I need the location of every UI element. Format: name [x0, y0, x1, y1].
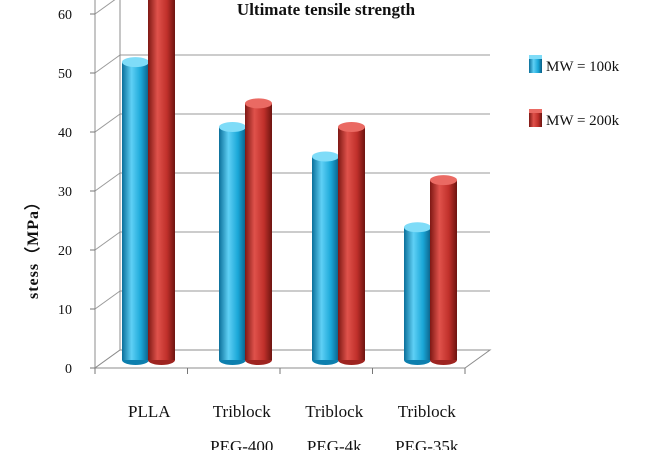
y-tick-label: 0 — [65, 362, 72, 377]
gridline-side — [94, 172, 121, 192]
bar-top — [219, 122, 246, 132]
legend-swatch-top — [529, 109, 542, 113]
bars — [122, 0, 457, 365]
category-label: Triblock — [398, 402, 456, 421]
category-label: Triblock — [213, 402, 271, 421]
y-tick-label: 50 — [58, 67, 72, 82]
bar-body — [404, 227, 431, 360]
legend-item: MW = 100k — [529, 55, 620, 75]
y-tick-labels: 010203040506070 — [58, 8, 72, 377]
bar-top — [430, 175, 457, 186]
gridline-side — [94, 0, 116, 15]
category-label: PEG-35k — [395, 437, 459, 450]
bar-top — [312, 151, 339, 162]
y-tick-label: 60 — [58, 8, 72, 23]
chart-title: Ultimate tensile strength — [237, 0, 416, 19]
bar-body — [245, 103, 272, 361]
legend-item: MW = 200k — [529, 109, 620, 129]
category-label: PEG-400 — [210, 437, 273, 450]
category-label: Triblock — [305, 402, 363, 421]
y-tick-label: 20 — [58, 244, 72, 259]
bar-body — [219, 127, 246, 360]
gridline-side — [94, 113, 121, 133]
bar-top — [404, 222, 431, 233]
bar-top — [338, 122, 365, 132]
bar-top — [122, 57, 149, 68]
bar-body — [430, 180, 457, 360]
legend-swatch-top — [529, 55, 542, 59]
gridline-side — [94, 54, 121, 74]
bar — [148, 0, 175, 365]
legend-label: MW = 100k — [546, 59, 620, 75]
bar — [430, 175, 457, 365]
bar — [338, 122, 365, 365]
bar — [245, 98, 272, 365]
bar-top — [245, 98, 272, 109]
bar — [219, 122, 246, 365]
gridline-side — [94, 290, 121, 310]
bar-body — [148, 0, 175, 361]
y-tick-label: 30 — [58, 185, 72, 200]
bar — [312, 151, 339, 365]
bar — [404, 222, 431, 365]
bar-body — [122, 62, 149, 360]
legend-swatch — [529, 111, 542, 127]
bar-body — [312, 156, 339, 360]
y-tick-label: 10 — [58, 303, 72, 318]
category-label: PLLA — [128, 402, 171, 421]
legend-label: MW = 200k — [546, 113, 620, 129]
legend-swatch — [529, 57, 542, 73]
category-labels: PLLA Triblock PEG-400 Triblock PEG-4k Tribloc… — [128, 402, 459, 450]
gridline-side — [94, 231, 121, 251]
bar — [122, 57, 149, 365]
legend: MW = 100k MW = 200k — [529, 55, 620, 129]
floor — [93, 349, 492, 369]
y-tick-label: 40 — [58, 126, 72, 141]
gridlines — [94, 0, 490, 369]
bar-body — [338, 127, 365, 360]
y-axis-label: stess（MPa） — [24, 193, 42, 299]
category-label: PEG-4k — [307, 437, 362, 450]
axes — [90, 0, 492, 374]
